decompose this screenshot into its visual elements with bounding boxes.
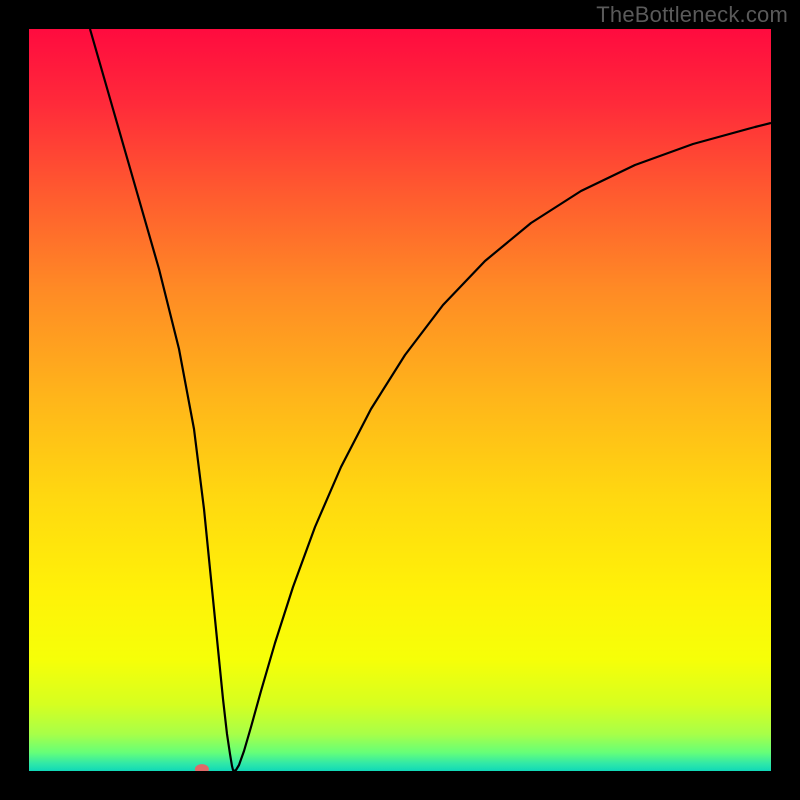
plot-area (29, 29, 771, 771)
gradient-background (29, 29, 771, 771)
chart-container: TheBottleneck.com (0, 0, 800, 800)
watermark-text: TheBottleneck.com (596, 2, 788, 28)
chart-svg (29, 29, 771, 771)
